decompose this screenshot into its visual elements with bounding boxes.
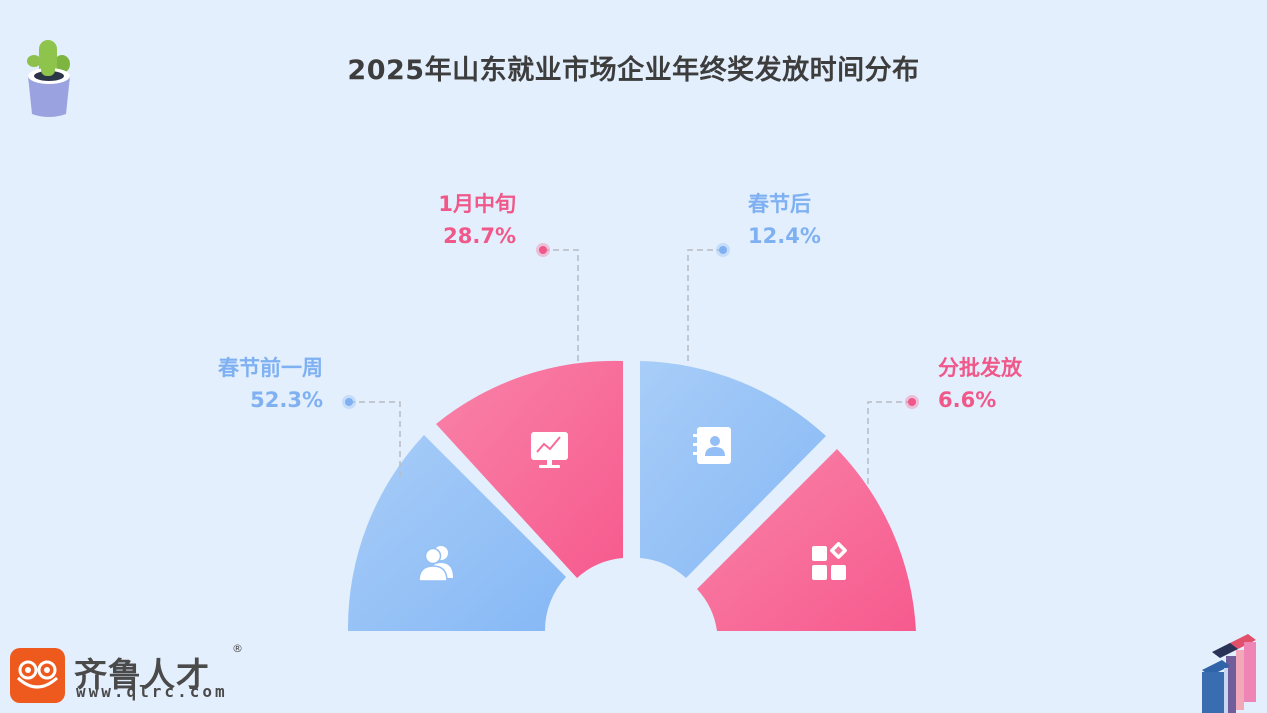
label-yi-yue-zhong-xun: 1月中旬 28.7% [438,188,516,252]
chart-title: 2025年山东就业市场企业年终奖发放时间分布 [347,55,920,86]
logo-url: www.qlrc.com [76,682,228,701]
segment-fen-pi-fa-fang[interactable] [697,449,916,631]
segment-value: 12.4% [748,224,821,248]
label-chun-jie-hou: 春节后 12.4% [748,188,821,252]
segment-value: 52.3% [250,388,323,412]
segment-value: 6.6% [938,388,997,412]
books-icon [1202,634,1256,713]
registered-mark: ® [232,642,243,655]
segment-label: 分批发放 [938,356,1022,380]
callout-dot-4 [905,395,919,409]
segment-chun-jie-qian-yi-zhou[interactable] [347,435,566,631]
segment-label: 春节后 [748,192,811,216]
contact-book-icon [693,427,731,464]
label-chun-jie-qian-yi-zhou: 春节前一周 52.3% [218,352,323,416]
apps-grid-icon [812,542,847,580]
frog-logo-icon [10,648,65,703]
callout-dot-2 [536,243,550,257]
segment-label: 春节前一周 [218,356,323,380]
segment-yi-yue-zhong-xun[interactable] [436,360,623,578]
label-fen-pi-fa-fang: 分批发放 6.6% [938,352,1022,416]
callout-dot-3 [716,243,730,257]
cactus-plant-icon [27,40,70,117]
callout-dot-1 [342,395,356,409]
monitor-chart-icon [531,432,568,468]
segment-value: 28.7% [443,224,516,248]
segment-label: 1月中旬 [438,192,516,216]
users-icon [418,546,453,582]
logo-name: 齐鲁人才 [74,655,210,694]
segment-chun-jie-hou[interactable] [640,361,826,578]
